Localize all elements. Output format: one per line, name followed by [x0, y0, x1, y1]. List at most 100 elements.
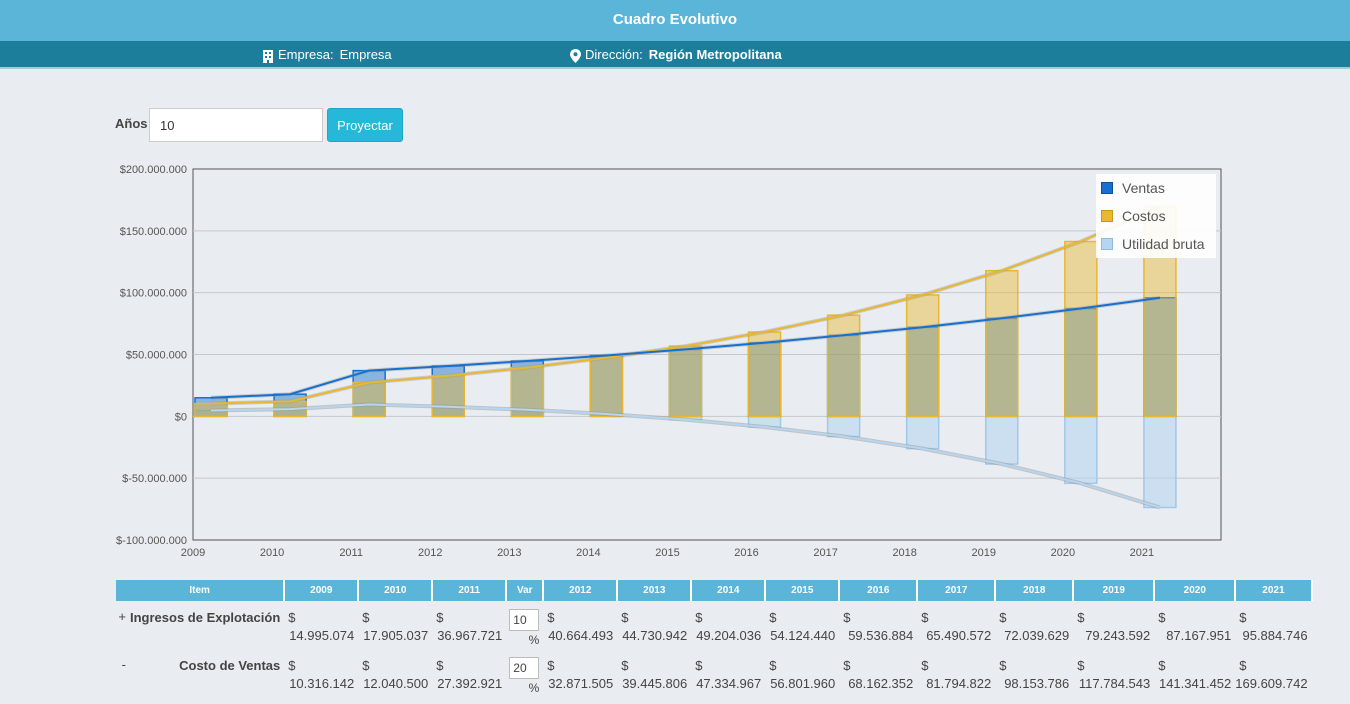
x-tick-label: 2012 [418, 547, 442, 559]
currency-symbol: $ [921, 610, 929, 625]
x-tick-label: 2010 [260, 547, 284, 559]
var-cell: % [506, 649, 543, 697]
var-input[interactable] [509, 609, 540, 631]
table-cell: $56.801.960 [765, 649, 839, 697]
col-header: 2019 [1073, 580, 1156, 601]
currency-symbol: $ [1077, 610, 1085, 625]
anos-input[interactable] [149, 108, 323, 142]
y-tick-label: $-100.000.000 [116, 535, 187, 547]
table-cell: $141.341.452 [1154, 649, 1235, 697]
col-header: 2010 [358, 580, 434, 601]
cell-value: 27.392.921 [437, 676, 503, 691]
cell-value: 98.153.786 [1004, 676, 1070, 691]
col-header: 2009 [284, 580, 360, 601]
bar-costos [905, 294, 940, 418]
bar-utilidad-bruta [985, 415, 1019, 465]
x-tick-label: 2009 [181, 547, 205, 559]
table-cell: $72.039.629 [995, 601, 1073, 649]
currency-symbol: $ [288, 658, 296, 673]
x-tick-label: 2011 [339, 547, 363, 559]
col-header: Var [506, 580, 545, 601]
currency-symbol: $ [362, 610, 370, 625]
direccion-label: Dirección: [585, 47, 643, 62]
currency-symbol: $ [621, 658, 629, 673]
bar-utilidad-bruta [1064, 415, 1098, 485]
cell-value: 14.995.074 [289, 628, 355, 643]
cell-value: 141.341.452 [1158, 676, 1232, 691]
currency-symbol: $ [1239, 610, 1247, 625]
cell-value: 10.316.142 [289, 676, 355, 691]
bar-costos [747, 331, 782, 418]
var-input[interactable] [509, 657, 540, 679]
currency-symbol: $ [921, 658, 929, 673]
bar-costos [431, 374, 465, 418]
table-cell: $39.445.806 [617, 649, 691, 697]
legend-label-utilidad: Utilidad bruta [1122, 236, 1205, 252]
x-tick-label: 2019 [972, 547, 996, 559]
bar-costos [668, 345, 703, 418]
cell-value: 32.871.505 [548, 676, 614, 691]
percent-sign: % [528, 681, 540, 695]
table-row: + Ingresos de Explotación $14.995.074 $17.9… [116, 601, 1312, 649]
legend-item-costos[interactable]: Costos [1101, 206, 1166, 226]
y-tick-label: $50.000.000 [126, 350, 187, 362]
empresa-info: Empresa: Empresa [262, 41, 392, 69]
col-header: 2014 [691, 580, 767, 601]
bar-costos [1064, 240, 1098, 418]
table-cell: $44.730.942 [617, 601, 691, 649]
currency-symbol: $ [288, 610, 296, 625]
currency-symbol: $ [1158, 658, 1166, 673]
legend-item-ventas[interactable]: Ventas [1101, 178, 1165, 198]
col-header: 2017 [917, 580, 997, 601]
col-header: 2015 [765, 580, 841, 601]
direccion-value: Región Metropolitana [648, 47, 782, 62]
table-cell: $87.167.951 [1154, 601, 1235, 649]
table-cell: $12.040.500 [358, 649, 432, 697]
x-tick-label: 2014 [576, 547, 600, 559]
table-cell: $68.162.352 [839, 649, 917, 697]
percent-sign: % [528, 633, 540, 647]
row-sign: - [121, 657, 126, 672]
table-cell: $98.153.786 [995, 649, 1073, 697]
currency-symbol: $ [843, 610, 851, 625]
col-header: 2021 [1235, 580, 1313, 601]
currency-symbol: $ [999, 658, 1007, 673]
direccion-info: Dirección: Región Metropolitana [570, 41, 782, 69]
table-cell: $36.967.721 [432, 601, 506, 649]
legend-item-utilidad[interactable]: Utilidad bruta [1101, 234, 1205, 254]
table-row: - Costo de Ventas $10.316.142 $12.040.500 $2… [116, 649, 1312, 697]
currency-symbol: $ [547, 658, 555, 673]
table-cell: $54.124.440 [765, 601, 839, 649]
building-icon [263, 49, 273, 63]
currency-symbol: $ [436, 658, 444, 673]
y-tick-label: $-50.000.000 [122, 473, 187, 485]
cell-value: 68.162.352 [848, 676, 914, 691]
table-cell: $81.794.822 [917, 649, 995, 697]
series-line-ventas [210, 296, 1161, 399]
cell-value: 47.334.967 [696, 676, 762, 691]
bar-costos [826, 314, 861, 418]
bar-ventas [985, 317, 1019, 418]
x-tick-label: 2020 [1051, 547, 1075, 559]
empresa-value: Empresa [339, 47, 392, 62]
table-header-row: Item 2009 2010 2011 Var 2012 2013 2014 2… [116, 580, 1313, 601]
col-header: 2012 [543, 580, 619, 601]
currency-symbol: $ [1239, 658, 1247, 673]
anos-label: Años [115, 116, 148, 131]
cell-value: 59.536.884 [848, 628, 914, 643]
proyectar-button[interactable]: Proyectar [327, 108, 403, 142]
legend-swatch-ventas [1101, 182, 1113, 195]
currency-symbol: $ [695, 658, 703, 673]
legend-label-costos: Costos [1122, 208, 1166, 224]
table-cell: $40.664.493 [543, 601, 617, 649]
row-sign: + [118, 609, 126, 624]
x-tick-label: 2018 [892, 547, 916, 559]
x-tick-label: 2017 [813, 547, 837, 559]
col-header: Item [116, 580, 286, 601]
legend-swatch-costos [1101, 210, 1113, 223]
currency-symbol: $ [843, 658, 851, 673]
currency-symbol: $ [1077, 658, 1085, 673]
cell-value: 56.801.960 [770, 676, 836, 691]
currency-symbol: $ [436, 610, 444, 625]
table-cell: $79.243.592 [1073, 601, 1154, 649]
